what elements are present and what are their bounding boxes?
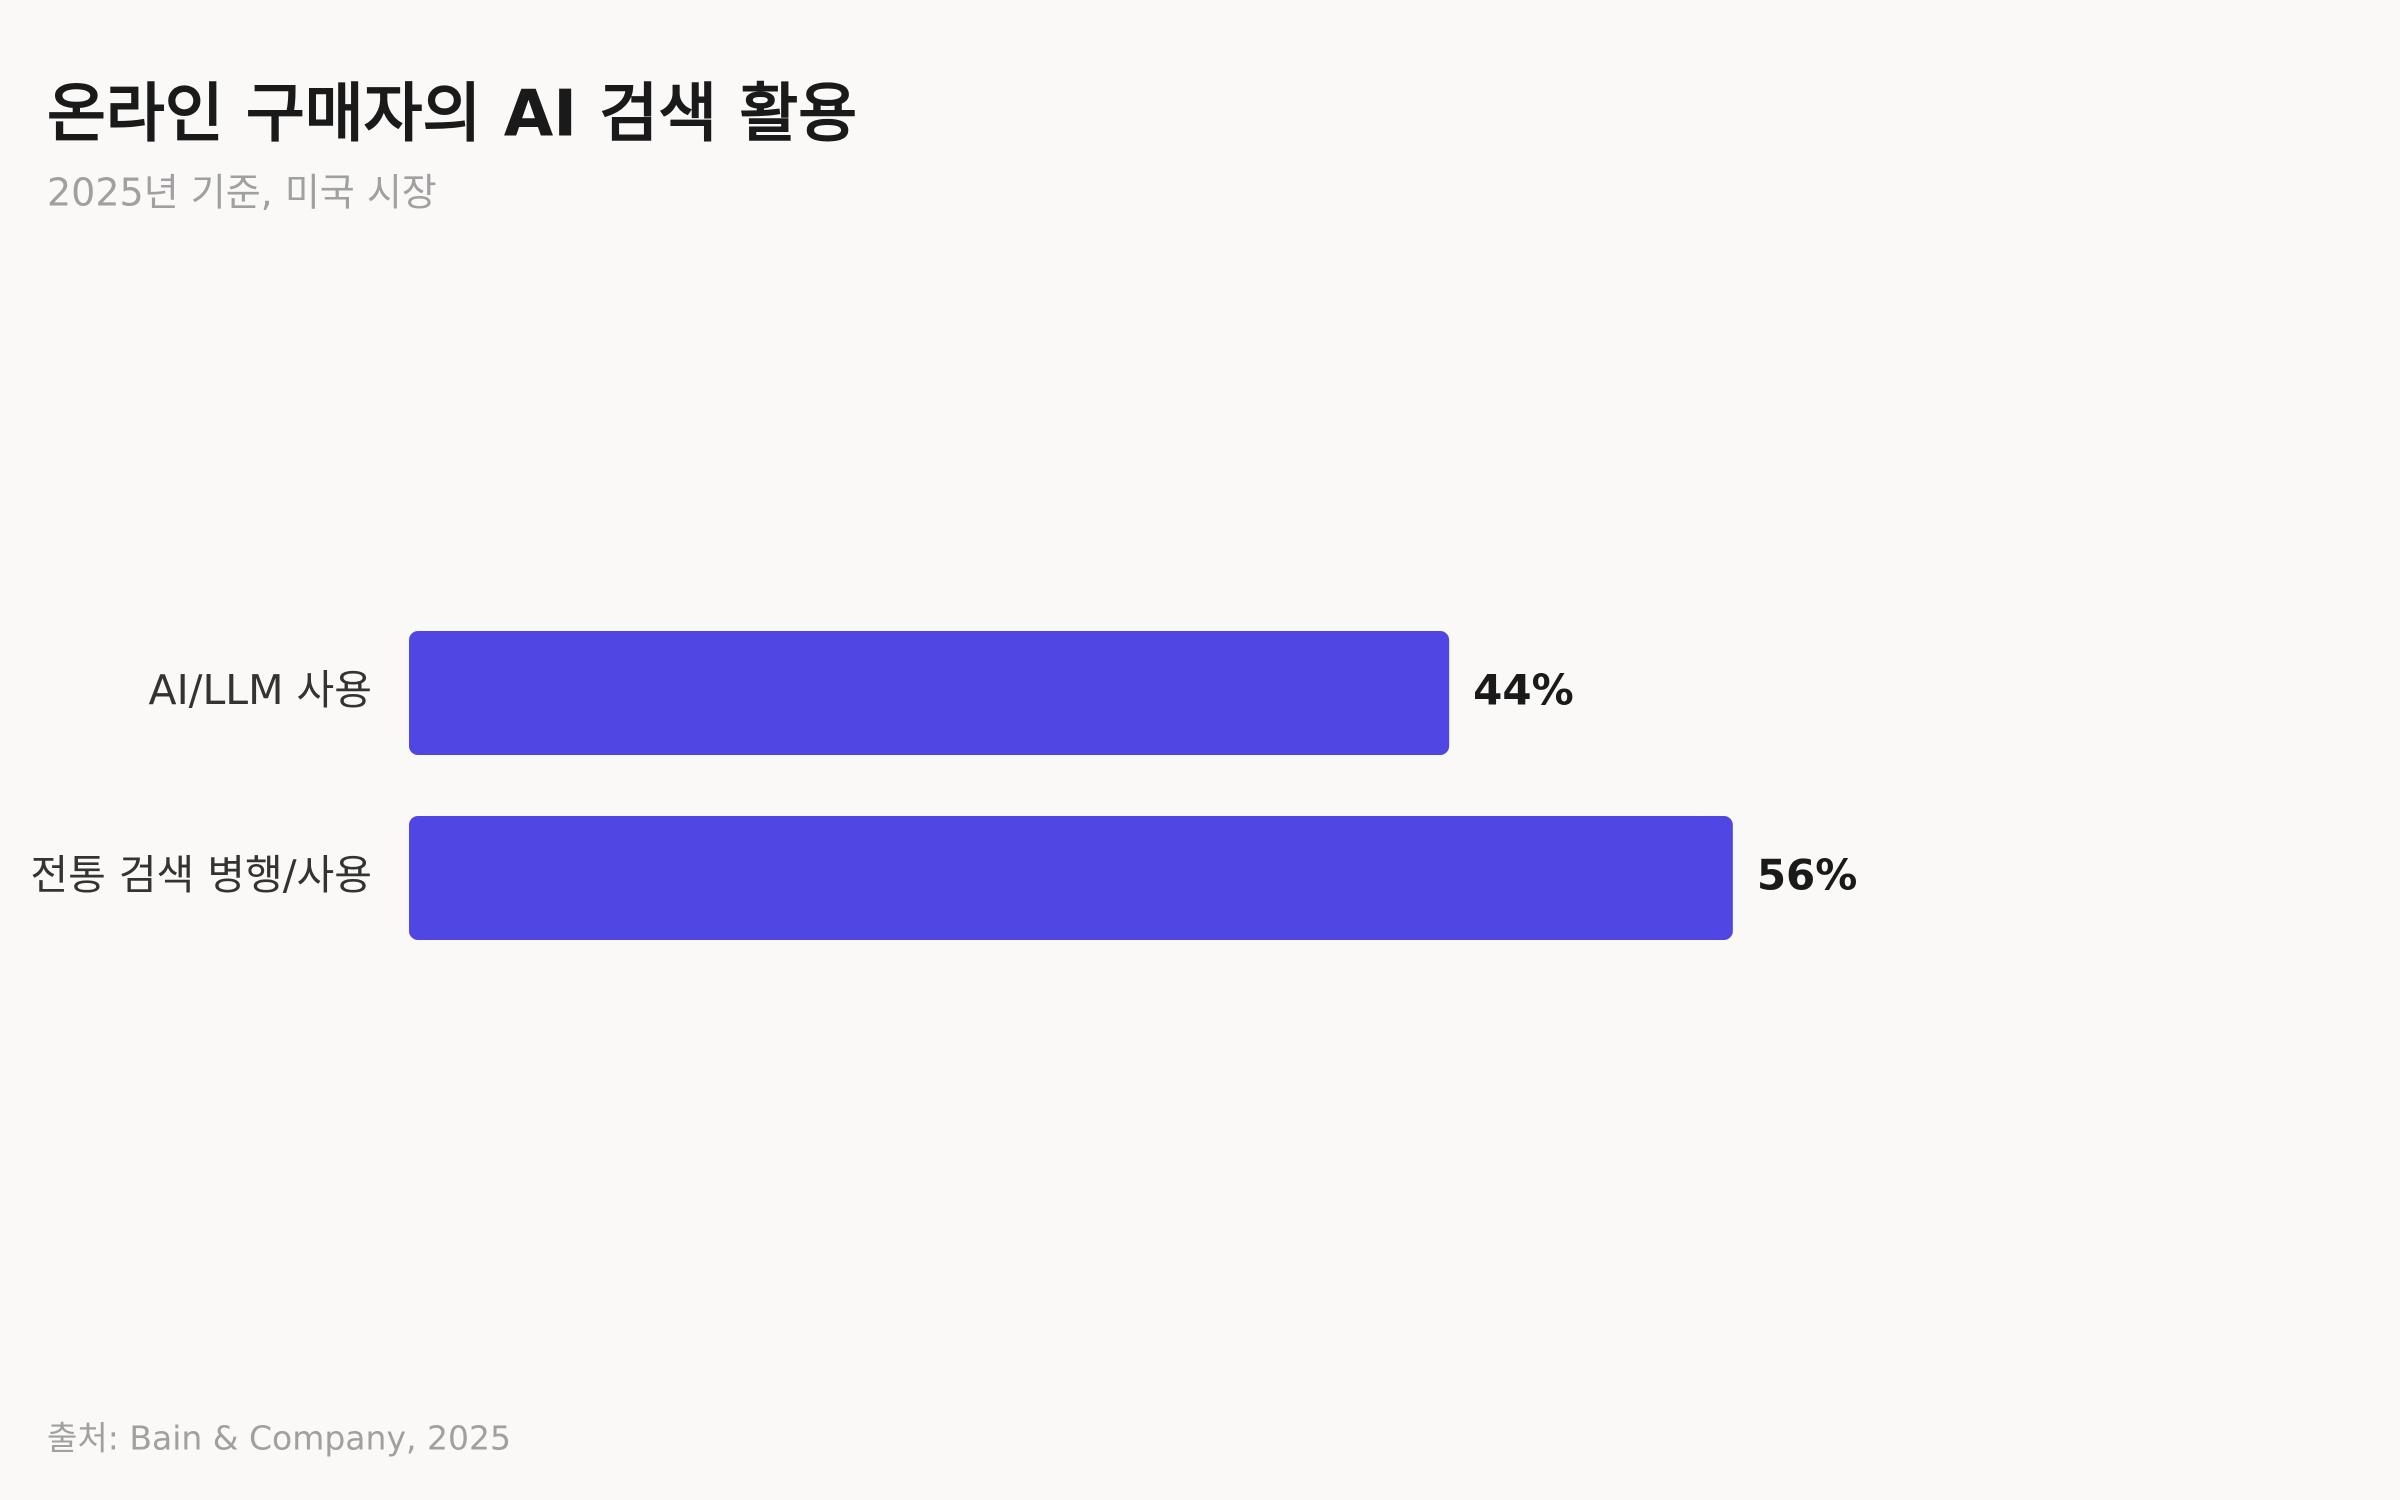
bar: [409, 816, 1733, 940]
chart-subtitle: 2025년 기준, 미국 시장: [47, 171, 437, 215]
bar: [409, 631, 1450, 755]
value-label: 56%: [1757, 851, 1858, 900]
category-label: AI/LLM 사용: [149, 666, 372, 714]
source-note: 출처: Bain & Company, 2025: [47, 1419, 511, 1458]
chart-title: 온라인 구매자의 AI 검색 활용: [47, 78, 857, 152]
category-label: 전통 검색 병행/사용: [30, 851, 372, 899]
value-label: 44%: [1473, 666, 1574, 715]
